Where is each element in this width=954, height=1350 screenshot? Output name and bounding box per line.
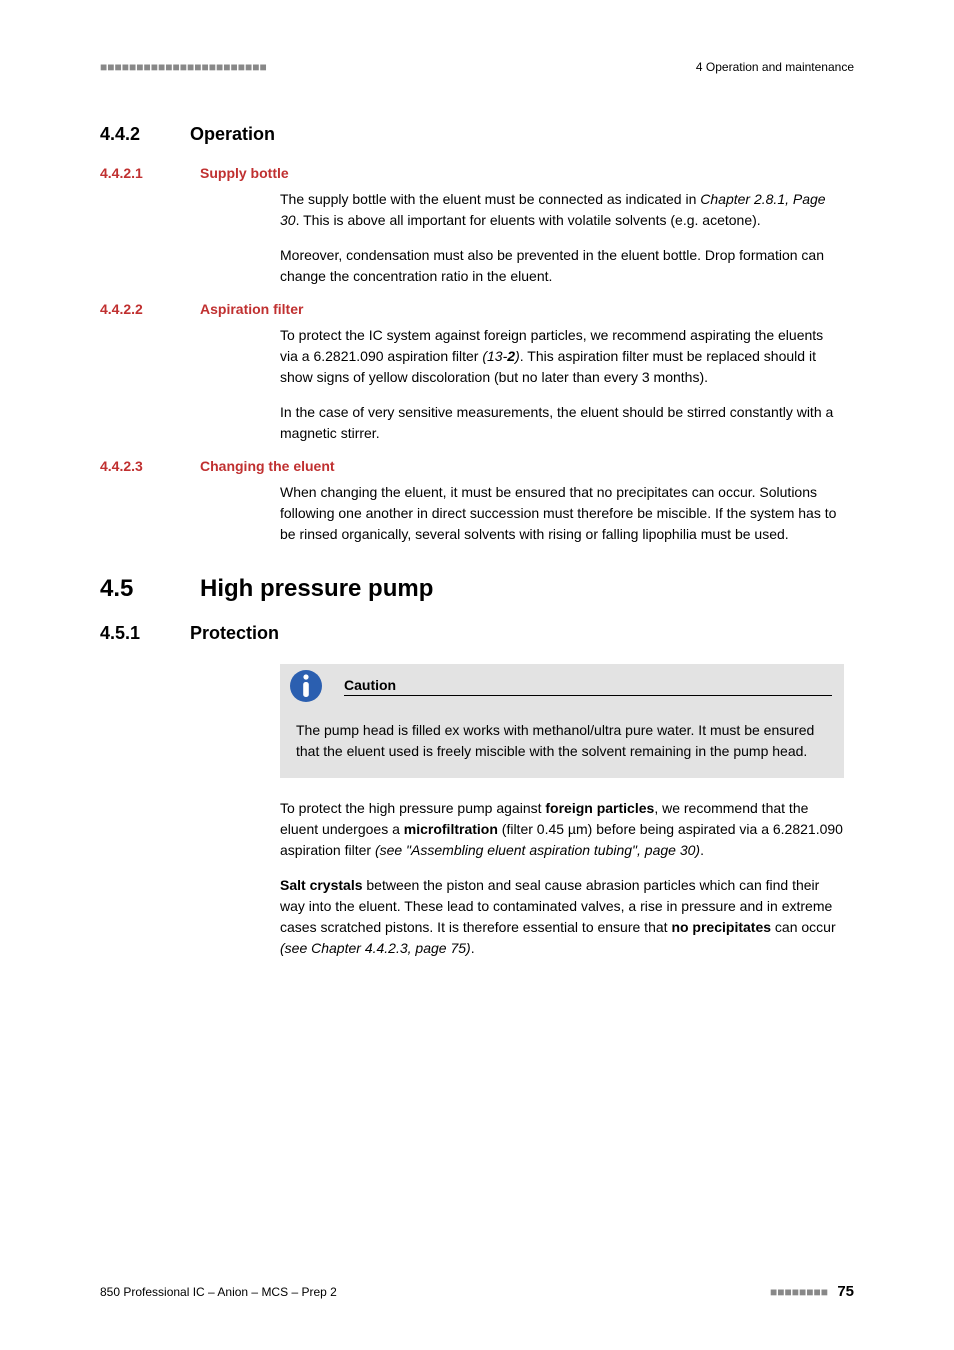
text: . <box>471 940 475 956</box>
footer-doc-title: 850 Professional IC – Anion – MCS – Prep… <box>100 1285 337 1299</box>
caution-label: Caution <box>344 677 832 696</box>
heading-text: Protection <box>190 623 279 644</box>
paragraph: Salt crystals between the piston and sea… <box>280 875 844 959</box>
figure-reference: (13- <box>482 348 507 364</box>
bold-text: foreign particles <box>545 800 654 816</box>
paragraph: In the case of very sensitive measuremen… <box>280 402 844 444</box>
heading-text: High pressure pump <box>200 575 433 603</box>
text: can occur <box>771 919 836 935</box>
heading-4-4-2-3: 4.4.2.3 Changing the eluent <box>100 458 854 474</box>
heading-4-5: 4.5 High pressure pump <box>100 575 854 603</box>
footer-right: ■■■■■■■■ 75 <box>770 1283 854 1300</box>
paragraph: When changing the eluent, it must be ens… <box>280 482 844 545</box>
bold-text: microfiltration <box>404 821 498 837</box>
heading-4-4-2: 4.4.2 Operation <box>100 124 854 145</box>
heading-4-4-2-2: 4.4.2.2 Aspiration filter <box>100 301 854 317</box>
heading-text: Changing the eluent <box>200 458 335 474</box>
heading-number: 4.5 <box>100 575 200 603</box>
text: To protect the high pressure pump agains… <box>280 800 545 816</box>
header-dots: ■■■■■■■■■■■■■■■■■■■■■■■ <box>100 60 267 74</box>
heading-number: 4.4.2.3 <box>100 458 200 474</box>
text: The supply bottle with the eluent must b… <box>280 191 700 207</box>
text: . <box>700 842 704 858</box>
figure-reference-bold: 2 <box>507 348 515 364</box>
bold-text: no precipitates <box>671 919 771 935</box>
heading-text: Supply bottle <box>200 165 289 181</box>
info-icon <box>288 668 324 704</box>
paragraph: To protect the high pressure pump agains… <box>280 798 844 861</box>
footer-dots: ■■■■■■■■ <box>770 1285 828 1299</box>
heading-number: 4.5.1 <box>100 623 190 644</box>
cross-reference: (see "Assembling eluent aspiration tubin… <box>375 842 700 858</box>
header-chapter-title: 4 Operation and maintenance <box>696 60 854 74</box>
text: . This is above all important for eluent… <box>296 212 761 228</box>
caution-header: Caution <box>280 664 844 708</box>
page-header: ■■■■■■■■■■■■■■■■■■■■■■■ 4 Operation and … <box>100 60 854 74</box>
heading-4-4-2-1: 4.4.2.1 Supply bottle <box>100 165 854 181</box>
paragraph: To protect the IC system against foreign… <box>280 325 844 388</box>
heading-text: Operation <box>190 124 275 145</box>
caution-block: Caution The pump head is filled ex works… <box>280 664 844 778</box>
paragraph: Moreover, condensation must also be prev… <box>280 245 844 287</box>
heading-number: 4.4.2.2 <box>100 301 200 317</box>
paragraph: The supply bottle with the eluent must b… <box>280 189 844 231</box>
caution-body: The pump head is filled ex works with me… <box>280 708 844 778</box>
bold-text: Salt crystals <box>280 877 363 893</box>
page-footer: 850 Professional IC – Anion – MCS – Prep… <box>100 1283 854 1300</box>
page-number: 75 <box>837 1283 854 1300</box>
cross-reference: (see Chapter 4.4.2.3, page 75) <box>280 940 471 956</box>
heading-4-5-1: 4.5.1 Protection <box>100 623 854 644</box>
heading-number: 4.4.2 <box>100 124 190 145</box>
heading-text: Aspiration filter <box>200 301 303 317</box>
heading-number: 4.4.2.1 <box>100 165 200 181</box>
